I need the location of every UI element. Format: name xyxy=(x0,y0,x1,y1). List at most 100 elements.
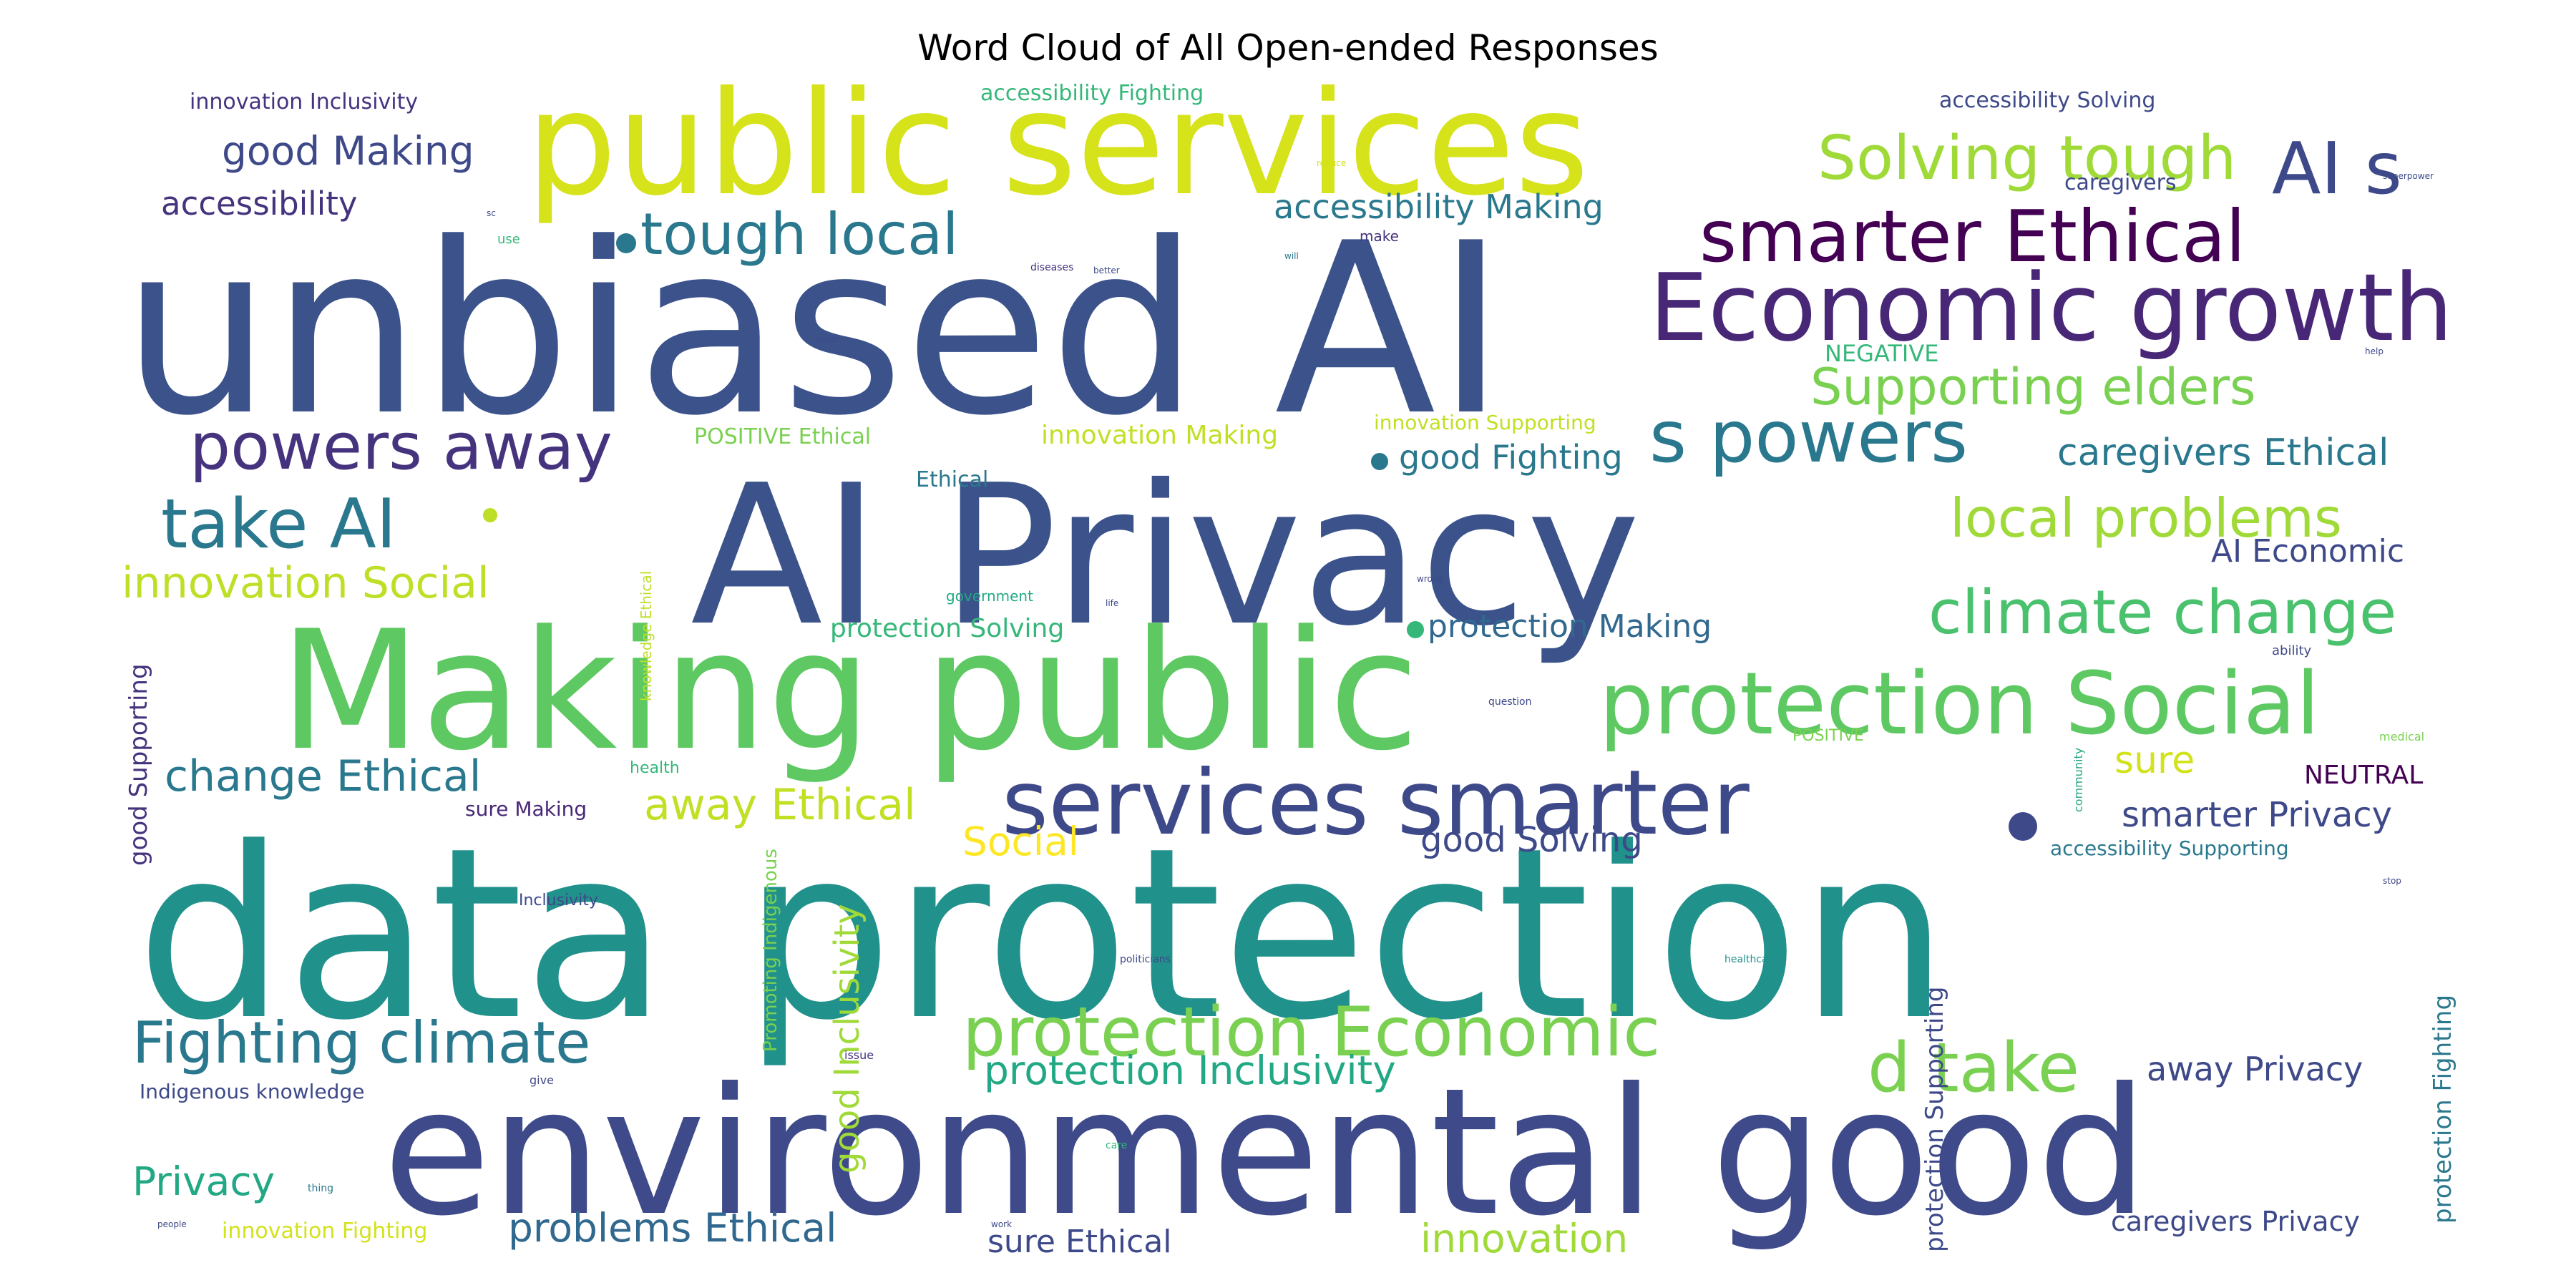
cloud-word: life xyxy=(1106,598,1118,608)
cloud-word: government xyxy=(946,587,1033,605)
cloud-word: innovation Fighting xyxy=(222,1219,427,1244)
cloud-word: caregivers Privacy xyxy=(2111,1206,2360,1237)
cloud-word: NEGATIVE xyxy=(1825,340,1938,367)
cloud-word: POSITIVE xyxy=(1792,727,1864,745)
cloud-word: powers away xyxy=(190,409,613,484)
cloud-word: away Ethical xyxy=(644,780,916,830)
cloud-word: stop xyxy=(2383,876,2401,886)
cloud-word: people xyxy=(157,1219,187,1229)
cloud-word: away Privacy xyxy=(2147,1050,2363,1088)
cloud-word: local problems xyxy=(1950,487,2342,550)
cloud-word: Economic growth xyxy=(1649,253,2453,362)
cloud-word: good Fighting xyxy=(1399,438,1623,477)
cloud-word: will xyxy=(1284,251,1299,261)
cloud-word: innovation xyxy=(1420,1216,1628,1262)
cloud-word: care xyxy=(1106,1140,1127,1151)
cloud-word: smarter Ethical xyxy=(1699,195,2245,278)
cloud-word: protection Making xyxy=(1428,608,1712,645)
cloud-word: good Inclusivity xyxy=(827,904,867,1174)
chart-title: Word Cloud of All Open-ended Responses xyxy=(917,27,1659,69)
cloud-word: accessibility xyxy=(161,185,357,223)
cloud-word: sc xyxy=(487,208,496,218)
cloud-word: Ethical xyxy=(916,467,988,492)
cloud-word: protection Solving xyxy=(830,614,1064,643)
cloud-word: change Ethical xyxy=(165,751,481,801)
cloud-word: innovation Inclusivity xyxy=(190,89,418,114)
cloud-word: unbiased AI xyxy=(122,192,1506,467)
cloud-word: ability xyxy=(2272,643,2312,658)
cloud-word: take AI xyxy=(161,485,396,564)
cloud-word: work xyxy=(991,1219,1012,1229)
cloud-word: good Making xyxy=(222,128,474,174)
cloud-word: accessibility Solving xyxy=(1939,88,2155,113)
cloud-word: AI s xyxy=(2272,127,2402,210)
cloud-word: innovation Supporting xyxy=(1374,411,1596,434)
cloud-word: tough local xyxy=(640,201,958,268)
cloud-word: protection Social xyxy=(1599,655,2320,754)
cloud-word: healthcare xyxy=(1724,954,1778,965)
cloud-word: better xyxy=(1093,265,1120,275)
cloud-word: Supporting elders xyxy=(1810,358,2255,416)
cloud-word: Fighting climate xyxy=(132,1010,590,1076)
cloud-word: issue xyxy=(844,1048,874,1062)
cloud-word: knowledge Ethical xyxy=(638,571,655,701)
cloud-word: accessibility Supporting xyxy=(2050,836,2289,860)
cloud-word: AI Privacy xyxy=(691,443,1641,668)
cloud-word: give xyxy=(530,1073,554,1087)
cloud-word: climate change xyxy=(1928,577,2396,648)
cloud-word: reduce xyxy=(1317,158,1346,168)
cloud-word: d take xyxy=(1868,1029,2079,1108)
cloud-word: public services xyxy=(526,61,1589,228)
cloud-word: help xyxy=(2365,346,2384,356)
cloud-word: Privacy xyxy=(132,1158,275,1204)
cloud-dot xyxy=(2009,812,2037,841)
cloud-dot xyxy=(616,233,636,253)
cloud-word: medical xyxy=(2379,730,2424,743)
cloud-word: AI Economic xyxy=(2211,533,2404,570)
cloud-word: wrong xyxy=(1417,574,1443,584)
cloud-word: s powers xyxy=(1649,395,1968,479)
cloud-word: thing xyxy=(308,1183,333,1194)
cloud-dot xyxy=(1407,621,1424,638)
cloud-word: innovation Social xyxy=(122,558,489,608)
cloud-word: smarter Privacy xyxy=(2122,795,2392,835)
cloud-word: sure Ethical xyxy=(987,1224,1172,1260)
cloud-word: caregivers xyxy=(2064,170,2177,195)
cloud-dot xyxy=(483,508,497,522)
cloud-word: good Solving xyxy=(1420,820,1643,860)
cloud-word: protection Supporting xyxy=(1921,987,1949,1252)
cloud-word: data protection xyxy=(136,797,1949,1072)
cloud-word: environmental good xyxy=(383,1050,2148,1254)
cloud-word: accessibility Making xyxy=(1274,187,1604,226)
cloud-word: Solving tough xyxy=(1818,123,2236,194)
cloud-word: community xyxy=(2072,748,2085,812)
cloud-word: Promoting Indigenous xyxy=(760,849,781,1052)
cloud-word: Inclusivity xyxy=(519,892,598,909)
cloud-word: Indigenous knowledge xyxy=(140,1080,364,1103)
cloud-word: protection Fighting xyxy=(2429,995,2457,1224)
cloud-word: protection Inclusivity xyxy=(984,1048,1396,1093)
cloud-word: use xyxy=(497,232,520,247)
cloud-word: services smarter xyxy=(1002,751,1750,855)
cloud-word: caregivers Ethical xyxy=(2057,431,2389,474)
cloud-word: NEUTRAL xyxy=(2304,761,2423,790)
cloud-word: sure xyxy=(2114,739,2195,782)
cloud-word: Social xyxy=(962,819,1079,864)
cloud-word: make xyxy=(1360,228,1399,245)
cloud-word: question xyxy=(1488,696,1531,708)
cloud-word: accessibility Fighting xyxy=(980,81,1204,106)
cloud-word: Making public xyxy=(279,596,1419,787)
cloud-word: protection Economic xyxy=(962,993,1660,1072)
cloud-word: good Supporting xyxy=(125,663,153,866)
cloud-word: health xyxy=(630,759,680,777)
cloud-word: politicians xyxy=(1120,954,1171,965)
cloud-word: problems Ethical xyxy=(508,1205,836,1251)
cloud-word: superpower xyxy=(2383,171,2434,181)
cloud-dot xyxy=(1371,453,1388,470)
cloud-word: sure Making xyxy=(465,797,587,821)
cloud-word: POSITIVE Ethical xyxy=(694,424,871,449)
cloud-word: innovation Making xyxy=(1041,421,1278,450)
cloud-word: super xyxy=(816,334,840,344)
cloud-word: diseases xyxy=(1030,262,1073,273)
